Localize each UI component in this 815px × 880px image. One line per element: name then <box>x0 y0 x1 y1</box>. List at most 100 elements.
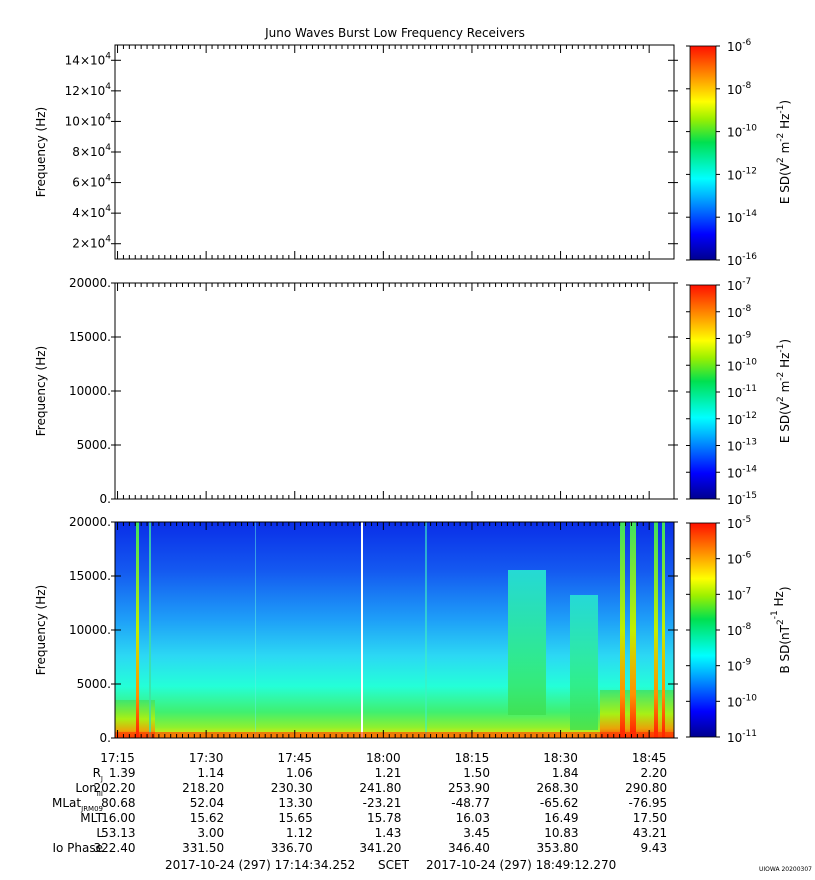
ephemeris-row-label: Io Phase <box>52 841 103 855</box>
colorbar-label-sup: -1 <box>776 344 786 353</box>
y-tick-label: 14×104 <box>65 51 112 67</box>
emission-line-3 <box>620 522 625 738</box>
x-tick-label: 18:45 <box>632 751 667 765</box>
panel-1-frame <box>114 44 675 260</box>
y-tick-base: ×10 <box>80 237 105 251</box>
colorbar-tick-label: 10-10 <box>727 693 757 709</box>
ephemeris-label-text: Lon <box>75 781 96 795</box>
footer-time-system: SCET <box>378 858 410 872</box>
colorbar-tick-label: 10-12 <box>727 166 757 182</box>
ephemeris-value: 15.78 <box>367 811 401 825</box>
colorbar-tick-base: 10 <box>727 333 742 347</box>
y-axis-label: Frequency (Hz) <box>34 585 48 676</box>
colorbar-label-text: B SD(nT <box>778 624 792 673</box>
x-tick-label: 17:15 <box>100 751 135 765</box>
ephemeris-value: 1.21 <box>375 766 402 780</box>
colorbar-label-text: Hz <box>772 591 786 610</box>
colorbar-tick-exponent: -14 <box>742 209 757 219</box>
ground-band <box>115 732 674 738</box>
colorbar-tick-label: 10-8 <box>727 304 752 320</box>
footer-credit: UIOWA 20200307 <box>759 866 812 873</box>
colorbar-tick-label: 10-9 <box>727 331 752 347</box>
ephemeris-value: 80.68 <box>101 796 135 810</box>
y-tick-label: 8×104 <box>72 143 111 159</box>
footer-end-time: 2017-10-24 (297) 18:49:12.270 <box>426 858 616 872</box>
ephemeris-value: 10.83 <box>544 826 578 840</box>
ephemeris-value: 353.80 <box>537 841 579 855</box>
y-tick-mantissa: 4 <box>72 206 80 220</box>
colorbar-label-sup: 2 <box>776 396 786 402</box>
colorbar-label-sup: 2 <box>776 157 786 163</box>
y-tick-mantissa: 6 <box>72 176 80 190</box>
y-tick-label: 12×104 <box>65 82 112 98</box>
ephemeris-value: -76.95 <box>628 796 667 810</box>
ephemeris-value: 341.20 <box>359 841 401 855</box>
colorbar-label-text: m <box>778 381 792 397</box>
panel-2-frame <box>114 282 675 500</box>
colorbar-tick-label: 10-5 <box>727 515 751 531</box>
colorbar-tick-label: 10-15 <box>727 491 757 507</box>
y-tick-label: 20000. <box>69 515 111 529</box>
y-tick-label: 15000. <box>69 330 111 344</box>
x-tick-label: 17:30 <box>189 751 224 765</box>
colorbar-label-text: ) <box>778 339 792 344</box>
y-tick-label: 5000. <box>77 677 111 691</box>
colorbar-tick-exponent: -10 <box>742 693 757 703</box>
x-tick-label: 18:00 <box>366 751 401 765</box>
colorbar-label-sup: -2 <box>776 133 786 142</box>
y-tick-label: 2×104 <box>72 235 111 251</box>
y-tick-base: ×10 <box>80 206 105 220</box>
y-tick-label: 5000. <box>77 438 111 452</box>
emission-patch-2 <box>570 595 598 730</box>
y-tick-label: 0. <box>100 731 111 745</box>
colorbar-tick-exponent: -5 <box>742 515 751 525</box>
colorbar-tick-exponent: -6 <box>742 38 751 48</box>
ephemeris-row-label: MLT <box>80 811 103 825</box>
emission-patch-1 <box>508 570 546 715</box>
colorbar-tick-exponent: -11 <box>742 729 757 739</box>
ephemeris-value: 202.20 <box>94 781 136 795</box>
y-tick-mantissa: 10 <box>65 114 80 128</box>
ephemeris-value: -23.21 <box>363 796 402 810</box>
colorbar-label: B SD(nT2-1 Hz) <box>770 586 792 673</box>
low-band-right <box>600 690 674 738</box>
colorbar-tick-exponent: -7 <box>742 586 751 596</box>
colorbar-label-text: E SD(V <box>778 401 792 443</box>
ephemeris-value: 43.21 <box>633 826 667 840</box>
colorbar-tick-exponent: -6 <box>742 551 751 561</box>
y-axis-label: Frequency (Hz) <box>34 107 48 198</box>
colorbar-tick-base: 10 <box>727 517 742 531</box>
ephemeris-value: 16.03 <box>456 811 490 825</box>
colorbar-label-sup: 2 <box>776 619 786 625</box>
emission-line-8 <box>255 522 256 738</box>
ephemeris-value: 15.62 <box>190 811 224 825</box>
colorbar-tick-base: 10 <box>727 279 742 293</box>
ephemeris-row-label: LonIII <box>75 781 103 798</box>
ephemeris-row-label: RJ <box>93 766 103 783</box>
low-band-left <box>115 700 155 738</box>
ephemeris-value: 52.04 <box>190 796 224 810</box>
colorbar-tick-label: 10-10 <box>727 357 757 373</box>
emission-line-1 <box>136 522 139 738</box>
ephemeris-value: 2.20 <box>640 766 667 780</box>
y-tick-mantissa: 2 <box>72 237 80 251</box>
ephemeris-value: 1.50 <box>463 766 490 780</box>
colorbar-tick-exponent: -9 <box>742 658 751 668</box>
ephemeris-value: 331.50 <box>182 841 224 855</box>
y-tick-label: 20000. <box>69 276 111 290</box>
colorbar-tick-base: 10 <box>727 466 742 480</box>
colorbar-label-text: Hz <box>778 114 792 133</box>
colorbar-tick-exponent: -12 <box>742 166 757 176</box>
colorbar-tick-exponent: -8 <box>742 81 751 91</box>
colorbar-tick-label: 10-13 <box>727 438 757 454</box>
ephemeris-value: 322.40 <box>94 841 136 855</box>
colorbar-tick-base: 10 <box>727 695 742 709</box>
ephemeris-value: 230.30 <box>271 781 313 795</box>
emission-line-2 <box>149 522 151 738</box>
colorbar-tick-base: 10 <box>727 660 742 674</box>
colorbar-tick-exponent: -16 <box>742 252 757 262</box>
colorbar-label: E SD(V2 m-2 Hz-1) <box>776 100 792 204</box>
colorbar-tick-label: 10-9 <box>727 658 752 674</box>
y-tick-exponent: 4 <box>105 82 111 92</box>
colorbar-tick-label: 10-7 <box>727 586 751 602</box>
